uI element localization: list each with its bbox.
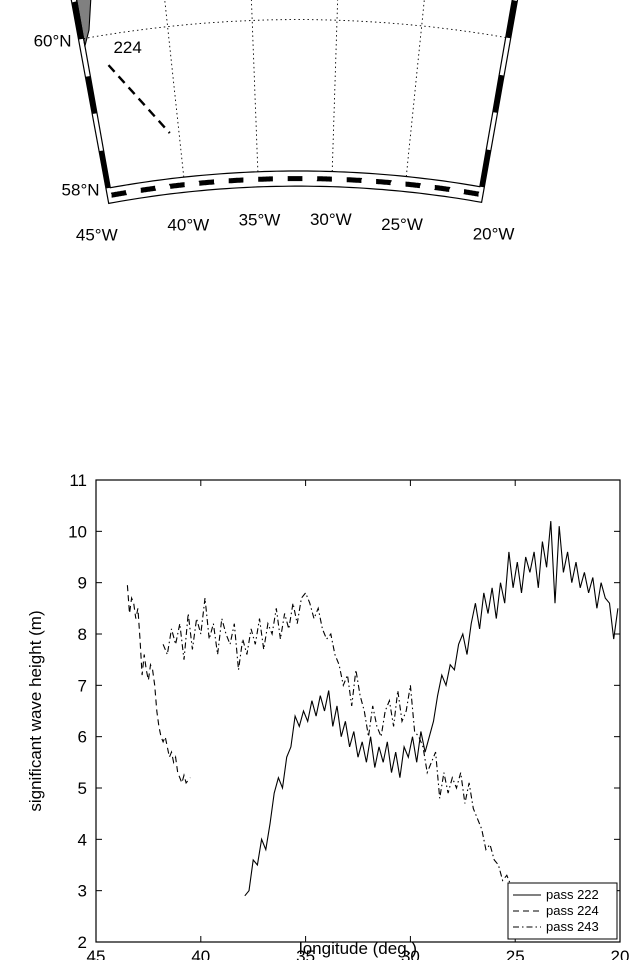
greenland-landmass — [76, 0, 92, 47]
parallel-line — [83, 19, 506, 40]
frame-bar-bottom — [198, 179, 215, 186]
frame-bar-bottom — [375, 179, 392, 186]
x-axis-label: longitude (deg.) — [299, 939, 417, 958]
frame-bar-bottom — [405, 181, 421, 189]
x-tick-label: 20 — [611, 947, 630, 960]
y-tick-label: 6 — [78, 728, 87, 747]
legend-label: pass 224 — [546, 903, 599, 918]
y-tick-label: 8 — [78, 625, 87, 644]
y-tick-label: 7 — [78, 676, 87, 695]
y-tick-label: 10 — [68, 522, 87, 541]
frame-bar-left — [71, 1, 84, 40]
legend-label: pass 222 — [546, 887, 599, 902]
legend-label: pass 243 — [546, 919, 599, 934]
meridian-line — [331, 0, 339, 172]
lat-label: 58°N — [62, 180, 100, 199]
lon-label: 30°W — [310, 210, 352, 229]
lon-label: 40°W — [167, 216, 209, 235]
x-tick-label: 45 — [87, 947, 106, 960]
track-224-label: 224 — [113, 38, 141, 57]
frame-bar-bottom — [434, 185, 451, 192]
frame-bar-bottom — [168, 182, 186, 189]
frame-bar-right — [492, 74, 505, 113]
map-frame-ticks — [71, 0, 518, 198]
meridian-line — [164, 0, 185, 178]
x-tick-label: 35 — [296, 947, 315, 960]
frame-bar-left — [85, 75, 98, 115]
y-axis-label: significant wave height (m) — [26, 610, 45, 811]
map-panel: 22224322468°N66°N64°N62°N60°N58°N45°W40°… — [34, 0, 519, 245]
frame-bar-left — [98, 150, 111, 189]
series-line-pass-222 — [244, 521, 619, 897]
track-224-line — [107, 64, 171, 134]
frame-bar-right — [479, 149, 492, 188]
frame-bar-bottom — [463, 189, 480, 197]
y-tick-label: 4 — [78, 830, 87, 849]
map-frame-outer — [70, 0, 519, 205]
y-tick-label: 2 — [78, 933, 87, 952]
frame-bar-bottom — [140, 185, 157, 193]
lon-label: 20°W — [473, 225, 515, 244]
lat-label: 60°N — [34, 31, 72, 50]
x-tick-label: 40 — [191, 947, 210, 960]
series-line-pass-224 — [126, 585, 191, 785]
y-tick-label: 11 — [69, 471, 87, 490]
lon-label: 45°W — [76, 226, 118, 245]
frame-bar-bottom — [110, 190, 127, 198]
meridian-line — [250, 0, 259, 172]
y-tick-label: 3 — [78, 882, 87, 901]
lon-label: 35°W — [239, 210, 281, 229]
frame-bar-bottom — [346, 177, 363, 183]
x-tick-label: 25 — [506, 947, 525, 960]
x-tick-label: 30 — [401, 947, 420, 960]
map-frame-inner — [76, 0, 513, 189]
frame-bar-bottom — [228, 177, 244, 184]
map-graticule — [83, 0, 506, 178]
meridian-line — [405, 0, 425, 177]
lon-label: 25°W — [381, 215, 423, 234]
y-tick-label: 9 — [78, 574, 87, 593]
y-tick-label: 5 — [78, 779, 87, 798]
series-line-pass-243 — [162, 591, 516, 892]
frame-bar-right — [505, 0, 518, 39]
